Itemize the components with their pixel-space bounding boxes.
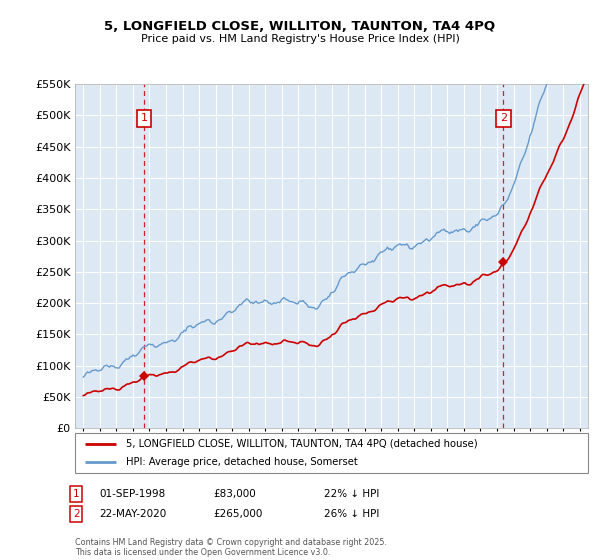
Text: HPI: Average price, detached house, Somerset: HPI: Average price, detached house, Some… [127,458,358,467]
Text: 5, LONGFIELD CLOSE, WILLITON, TAUNTON, TA4 4PQ (detached house): 5, LONGFIELD CLOSE, WILLITON, TAUNTON, T… [127,439,478,449]
Text: Contains HM Land Registry data © Crown copyright and database right 2025.
This d: Contains HM Land Registry data © Crown c… [75,538,387,557]
Text: 01-SEP-1998: 01-SEP-1998 [99,489,165,499]
Text: 5, LONGFIELD CLOSE, WILLITON, TAUNTON, TA4 4PQ: 5, LONGFIELD CLOSE, WILLITON, TAUNTON, T… [104,20,496,32]
Text: 2: 2 [500,114,507,123]
Text: Price paid vs. HM Land Registry's House Price Index (HPI): Price paid vs. HM Land Registry's House … [140,34,460,44]
Text: 2: 2 [73,509,80,519]
Text: 22-MAY-2020: 22-MAY-2020 [99,509,166,519]
Text: 1: 1 [140,114,148,123]
Text: £265,000: £265,000 [213,509,262,519]
Text: 22% ↓ HPI: 22% ↓ HPI [324,489,379,499]
Text: 1: 1 [73,489,80,499]
Text: 26% ↓ HPI: 26% ↓ HPI [324,509,379,519]
FancyBboxPatch shape [75,433,588,473]
Text: £83,000: £83,000 [213,489,256,499]
